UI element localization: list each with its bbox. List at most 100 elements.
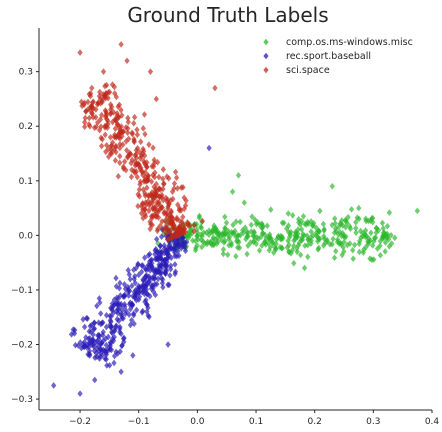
- data-point: [220, 250, 226, 258]
- data-point: [113, 143, 119, 151]
- data-point: [155, 158, 161, 166]
- y-tick-label: 0.1: [19, 177, 33, 187]
- data-point: [300, 230, 306, 238]
- data-point: [225, 227, 231, 235]
- data-point: [160, 166, 166, 173]
- data-point: [94, 302, 100, 310]
- data-point: [296, 215, 302, 223]
- data-point: [142, 254, 148, 261]
- data-point: [210, 236, 216, 244]
- data-point: [286, 248, 292, 256]
- data-point: [172, 168, 179, 176]
- data-point: [308, 240, 314, 247]
- data-point: [100, 68, 107, 75]
- data-point: [97, 353, 103, 360]
- data-point: [141, 152, 148, 159]
- data-point: [147, 225, 153, 233]
- series-1-points: [51, 144, 212, 397]
- data-point: [148, 178, 155, 185]
- data-point: [116, 317, 122, 325]
- data-point: [82, 119, 88, 126]
- data-point: [126, 135, 132, 143]
- data-point: [168, 213, 174, 220]
- data-point: [193, 244, 199, 252]
- data-point: [199, 217, 206, 225]
- data-point: [173, 225, 179, 232]
- data-point: [115, 172, 121, 180]
- data-point: [75, 342, 81, 349]
- data-point: [181, 205, 187, 213]
- data-point: [115, 309, 121, 317]
- data-point: [150, 288, 157, 295]
- data-point: [286, 228, 292, 236]
- data-point: [99, 319, 105, 327]
- x-tick-label: 0.1: [249, 417, 263, 427]
- data-point: [72, 341, 79, 349]
- data-point: [139, 150, 146, 158]
- data-point: [124, 147, 130, 154]
- x-tick-label: 0.3: [366, 417, 380, 427]
- data-point: [134, 126, 140, 133]
- data-point: [152, 280, 158, 288]
- data-point: [147, 267, 153, 274]
- data-point: [167, 272, 173, 279]
- data-point: [206, 227, 212, 234]
- data-point: [150, 282, 156, 289]
- data-point: [98, 310, 104, 317]
- data-point: [305, 236, 311, 243]
- data-point: [371, 256, 377, 263]
- data-point: [163, 247, 169, 254]
- data-point: [145, 304, 151, 312]
- data-point: [368, 229, 374, 237]
- data-point: [117, 328, 123, 336]
- data-point: [163, 194, 169, 202]
- data-point: [150, 144, 156, 152]
- data-point: [143, 201, 149, 209]
- data-point: [105, 145, 111, 153]
- data-point: [116, 123, 123, 131]
- data-point: [310, 232, 316, 239]
- data-point: [103, 355, 109, 363]
- data-point: [154, 192, 160, 199]
- data-point: [188, 224, 194, 232]
- data-point: [168, 245, 174, 252]
- data-point: [134, 173, 140, 181]
- data-point: [182, 243, 188, 251]
- data-point: [77, 339, 83, 346]
- data-point: [235, 232, 242, 239]
- data-point: [168, 265, 174, 273]
- data-point: [186, 228, 192, 236]
- data-point: [150, 163, 157, 170]
- data-point: [358, 234, 364, 241]
- data-point: [125, 286, 132, 293]
- data-point: [91, 325, 98, 332]
- data-point: [121, 281, 128, 288]
- legend-marker: [263, 38, 269, 46]
- data-point: [305, 241, 311, 249]
- legend-label: comp.os.ms-windows.misc: [286, 37, 413, 48]
- data-point: [136, 271, 142, 279]
- data-point: [147, 292, 153, 300]
- data-point: [109, 81, 116, 88]
- data-point: [145, 192, 151, 199]
- data-point: [175, 231, 182, 239]
- data-point: [87, 122, 93, 130]
- data-point: [137, 181, 143, 188]
- data-point: [131, 320, 137, 328]
- data-point: [279, 244, 285, 252]
- data-point: [233, 218, 239, 226]
- data-point: [135, 261, 141, 268]
- data-point: [166, 281, 172, 289]
- data-point: [171, 185, 177, 192]
- data-point: [324, 236, 330, 244]
- data-point: [320, 220, 327, 228]
- data-point: [95, 319, 102, 326]
- data-point: [132, 294, 138, 302]
- data-point: [123, 166, 129, 174]
- data-point: [240, 229, 247, 237]
- data-point: [363, 233, 369, 241]
- data-point: [372, 234, 379, 241]
- data-point: [78, 344, 85, 352]
- data-point: [363, 217, 369, 225]
- data-point: [237, 218, 243, 226]
